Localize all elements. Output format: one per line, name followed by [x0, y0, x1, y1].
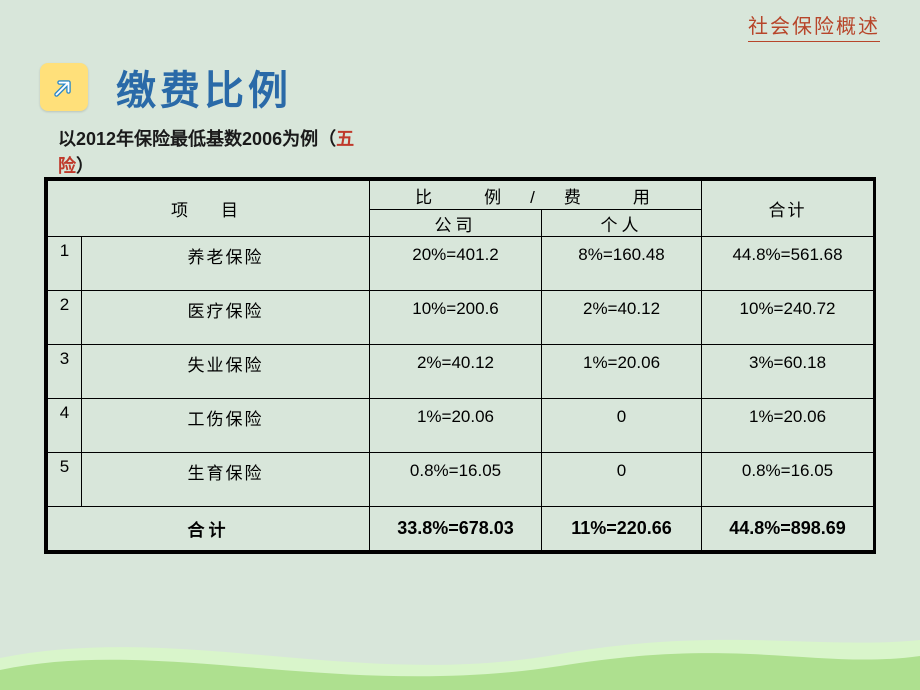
cell-idx: 5	[48, 453, 82, 507]
subtitle-year: 2012	[76, 129, 116, 149]
cell-total: 10%=240.72	[702, 291, 874, 345]
footer-person: 11%=220.66	[542, 507, 702, 551]
topic-link[interactable]: 社会保险概述	[748, 10, 880, 42]
cell-idx: 2	[48, 291, 82, 345]
subtitle-part: 为例（	[282, 129, 336, 149]
cell-item: 养老保险	[82, 237, 370, 291]
cell-item: 失业保险	[82, 345, 370, 399]
cell-idx: 3	[48, 345, 82, 399]
cell-company: 10%=200.6	[370, 291, 542, 345]
cell-company: 2%=40.12	[370, 345, 542, 399]
table-row: 4工伤保险1%=20.0601%=20.06	[48, 399, 874, 453]
cell-person: 0	[542, 453, 702, 507]
cell-person: 0	[542, 399, 702, 453]
cell-idx: 1	[48, 237, 82, 291]
arrow-icon	[40, 63, 88, 111]
col-header-ratio: 比 例 / 费 用	[370, 181, 702, 210]
cell-total: 1%=20.06	[702, 399, 874, 453]
subtitle: 以2012年保险最低基数2006为例（五险）	[58, 126, 378, 180]
title-row: 缴费比例	[40, 58, 292, 116]
cell-total: 0.8%=16.05	[702, 453, 874, 507]
table-row: 5生育保险0.8%=16.0500.8%=16.05	[48, 453, 874, 507]
table-row: 3失业保险2%=40.121%=20.063%=60.18	[48, 345, 874, 399]
slide-title: 缴费比例	[116, 58, 292, 116]
subtitle-base: 2006	[242, 129, 282, 149]
cell-item: 医疗保险	[82, 291, 370, 345]
footer-total: 44.8%=898.69	[702, 507, 874, 551]
cell-company: 1%=20.06	[370, 399, 542, 453]
footer-label: 合计	[48, 507, 370, 551]
cell-company: 0.8%=16.05	[370, 453, 542, 507]
table-row: 1养老保险20%=401.28%=160.4844.8%=561.68	[48, 237, 874, 291]
col-header-item: 项 目	[48, 181, 370, 237]
footer-company: 33.8%=678.03	[370, 507, 542, 551]
col-header-company: 公司	[370, 210, 542, 237]
subtitle-part: ）	[76, 156, 94, 176]
cell-item: 工伤保险	[82, 399, 370, 453]
cell-person: 2%=40.12	[542, 291, 702, 345]
col-header-total: 合计	[702, 181, 874, 237]
cell-company: 20%=401.2	[370, 237, 542, 291]
cell-item: 生育保险	[82, 453, 370, 507]
table-row: 2医疗保险10%=200.62%=40.1210%=240.72	[48, 291, 874, 345]
cell-idx: 4	[48, 399, 82, 453]
subtitle-part: 以	[58, 129, 76, 149]
cell-total: 3%=60.18	[702, 345, 874, 399]
cell-person: 1%=20.06	[542, 345, 702, 399]
cell-person: 8%=160.48	[542, 237, 702, 291]
subtitle-part: 年保险最低基数	[116, 129, 242, 149]
insurance-table: 项 目 比 例 / 费 用 合计 公司 个人 1养老保险20%=401.28%=…	[44, 177, 876, 554]
col-header-person: 个人	[542, 210, 702, 237]
footer-wave	[0, 630, 920, 690]
cell-total: 44.8%=561.68	[702, 237, 874, 291]
